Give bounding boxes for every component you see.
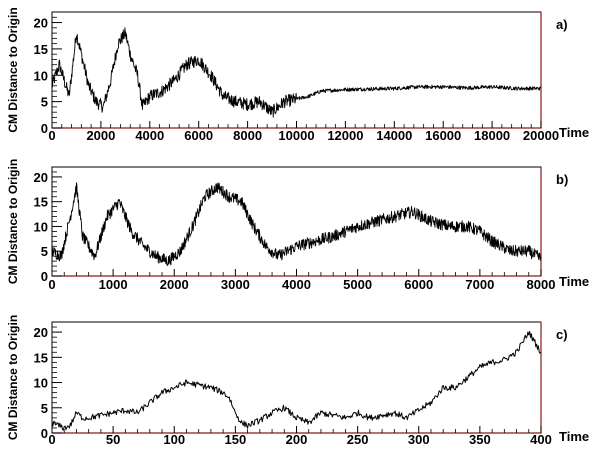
x-tick-label: 20000 <box>523 128 559 143</box>
y-axis-label: CM Distance to Origin <box>6 7 20 132</box>
y-tick-label: 0 <box>41 269 48 284</box>
x-axis-label: Time <box>559 125 589 140</box>
x-tick-label: 6000 <box>404 277 433 292</box>
x-tick-label: 8000 <box>233 128 262 143</box>
x-tick-label: 50 <box>106 432 120 447</box>
y-axis-label: CM Distance to Origin <box>6 315 20 440</box>
y-tick-label: 0 <box>41 121 48 136</box>
plot-frame <box>51 166 542 277</box>
x-axis-label: Time <box>559 274 589 289</box>
x-tick-label: 8000 <box>527 277 556 292</box>
x-tick-label: 4000 <box>135 128 164 143</box>
series-line-1 <box>51 330 542 431</box>
x-tick-label: 200 <box>286 432 308 447</box>
y-tick-label: 10 <box>34 68 48 83</box>
y-tick-label: 20 <box>34 16 48 31</box>
x-axis-label: Time <box>559 429 589 444</box>
x-tick-label: 0 <box>48 128 55 143</box>
x-tick-label: 6000 <box>184 128 213 143</box>
y-tick-label: 5 <box>41 244 48 259</box>
y-tick-label: 0 <box>41 426 48 441</box>
x-tick-label: 4000 <box>282 277 311 292</box>
x-tick-label: 300 <box>408 432 430 447</box>
x-tick-label: 0 <box>48 432 55 447</box>
x-tick-label: 400 <box>530 432 552 447</box>
x-tick-label: 12000 <box>327 128 363 143</box>
y-tick-label: 20 <box>34 325 48 340</box>
y-tick-label: 15 <box>34 42 48 57</box>
x-tick-label: 5000 <box>343 277 372 292</box>
y-tick-label: 5 <box>41 95 48 110</box>
y-tick-label: 10 <box>34 219 48 234</box>
panel-label: a) <box>556 17 568 32</box>
y-tick-label: 5 <box>41 401 48 416</box>
y-axis-label: CM Distance to Origin <box>6 159 20 284</box>
x-tick-label: 2000 <box>86 128 115 143</box>
x-tick-label: 150 <box>225 432 247 447</box>
x-tick-label: 16000 <box>425 128 461 143</box>
y-tick-label: 20 <box>34 170 48 185</box>
panel-label: c) <box>556 327 568 342</box>
y-tick-label: 15 <box>34 195 48 210</box>
x-tick-label: 350 <box>469 432 491 447</box>
x-tick-label: 3000 <box>221 277 250 292</box>
chart-panel-1: 0 5 10 15 20 0 2000 4000 6000 8000 10000 12000 14000… <box>6 7 589 143</box>
series-line-1 <box>51 182 542 266</box>
x-tick-label: 18000 <box>474 128 510 143</box>
x-tick-label: 100 <box>163 432 185 447</box>
x-tick-label: 10000 <box>278 128 314 143</box>
x-tick-label: 250 <box>347 432 369 447</box>
y-tick-label: 10 <box>34 376 48 391</box>
chart-panel-2: 0 5 10 15 20 0 1000 2000 3000 4000 5000 6000 7000 800… <box>6 159 589 292</box>
x-tick-label: 0 <box>48 277 55 292</box>
x-tick-label: 7000 <box>465 277 494 292</box>
series-line-1 <box>51 27 542 118</box>
panel-label: b) <box>556 172 568 187</box>
x-tick-label: 1000 <box>99 277 128 292</box>
y-tick-label: 15 <box>34 350 48 365</box>
x-tick-label: 14000 <box>376 128 412 143</box>
x-tick-label: 2000 <box>160 277 189 292</box>
